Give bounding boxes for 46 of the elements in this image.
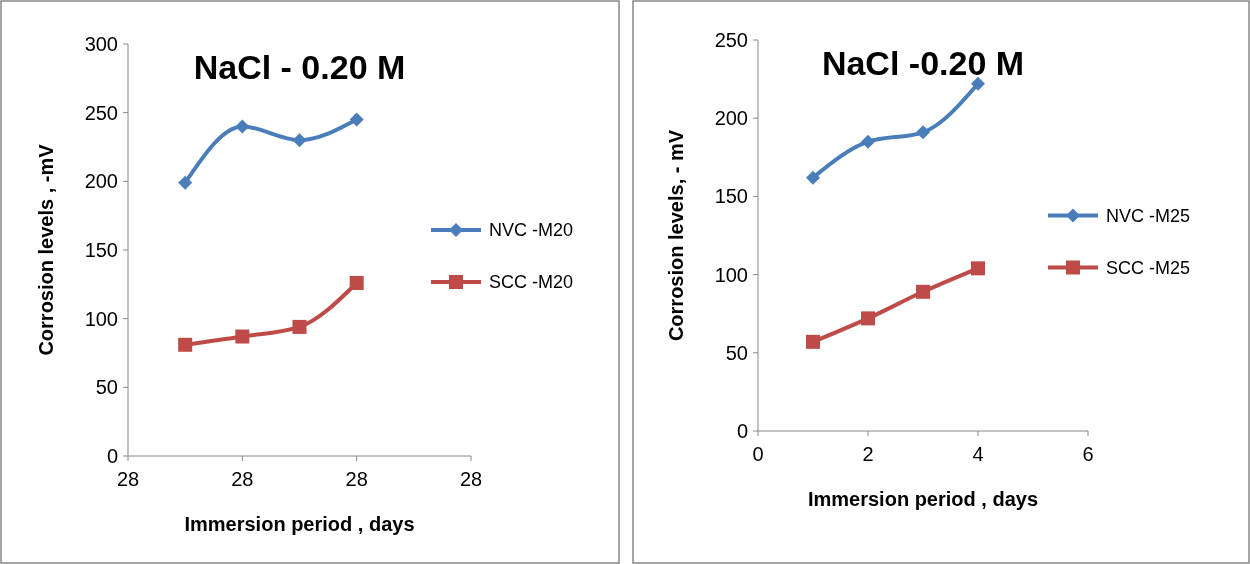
y-axis-title: Corrosion levels, - mV: [665, 129, 687, 342]
y-tick-label: 200: [84, 170, 118, 193]
x-tick-label: 28: [116, 468, 140, 490]
y-tick-label: 250: [714, 29, 748, 51]
y-tick-label: 100: [84, 307, 118, 330]
point: [235, 329, 250, 344]
point: [806, 170, 820, 185]
y-axis-title: Corrosion levels , -mV: [35, 143, 57, 356]
point: [349, 112, 364, 127]
point: [178, 337, 193, 352]
y-tick-label: 250: [84, 101, 118, 124]
point: [292, 319, 307, 334]
x-tick-label: 6: [1082, 443, 1094, 465]
point: [971, 76, 985, 91]
x-axis-title: Immersion period , days: [807, 488, 1039, 510]
x-tick-label: 28: [459, 468, 483, 490]
x-tick-label: 28: [345, 468, 368, 490]
point: [916, 125, 930, 140]
legend-label: SCC -M25: [1106, 257, 1191, 278]
y-tick-label: 150: [84, 239, 118, 261]
chart-title: NaCl - 0.20 M: [193, 48, 406, 86]
point: [178, 175, 193, 190]
point: [806, 334, 820, 349]
point: [349, 275, 364, 290]
x-tick-label: 0: [752, 443, 764, 465]
y-tick-label: 50: [95, 376, 118, 399]
y-tick-label: 150: [714, 185, 748, 208]
y-tick-label: 300: [84, 33, 118, 55]
point: [971, 261, 985, 276]
legend-label: NVC -M25: [1106, 205, 1191, 226]
legend-label: SCC -M20: [489, 272, 574, 293]
y-tick-label: 0: [736, 420, 748, 442]
legend-label: NVC -M20: [489, 220, 574, 241]
y-tick-label: 100: [714, 263, 748, 286]
point: [292, 133, 307, 148]
x-tick-label: 4: [972, 443, 984, 465]
point: [861, 311, 875, 326]
x-tick-label: 2: [862, 443, 874, 465]
x-axis-title: Immersion period , days: [184, 513, 415, 535]
y-tick-label: 200: [714, 107, 748, 130]
point: [235, 119, 250, 134]
point: [916, 284, 930, 299]
x-tick-label: 28: [231, 468, 254, 490]
chart-title: NaCl -0.20 M: [821, 44, 1025, 82]
y-tick-label: 50: [725, 341, 748, 364]
point: [861, 134, 875, 149]
